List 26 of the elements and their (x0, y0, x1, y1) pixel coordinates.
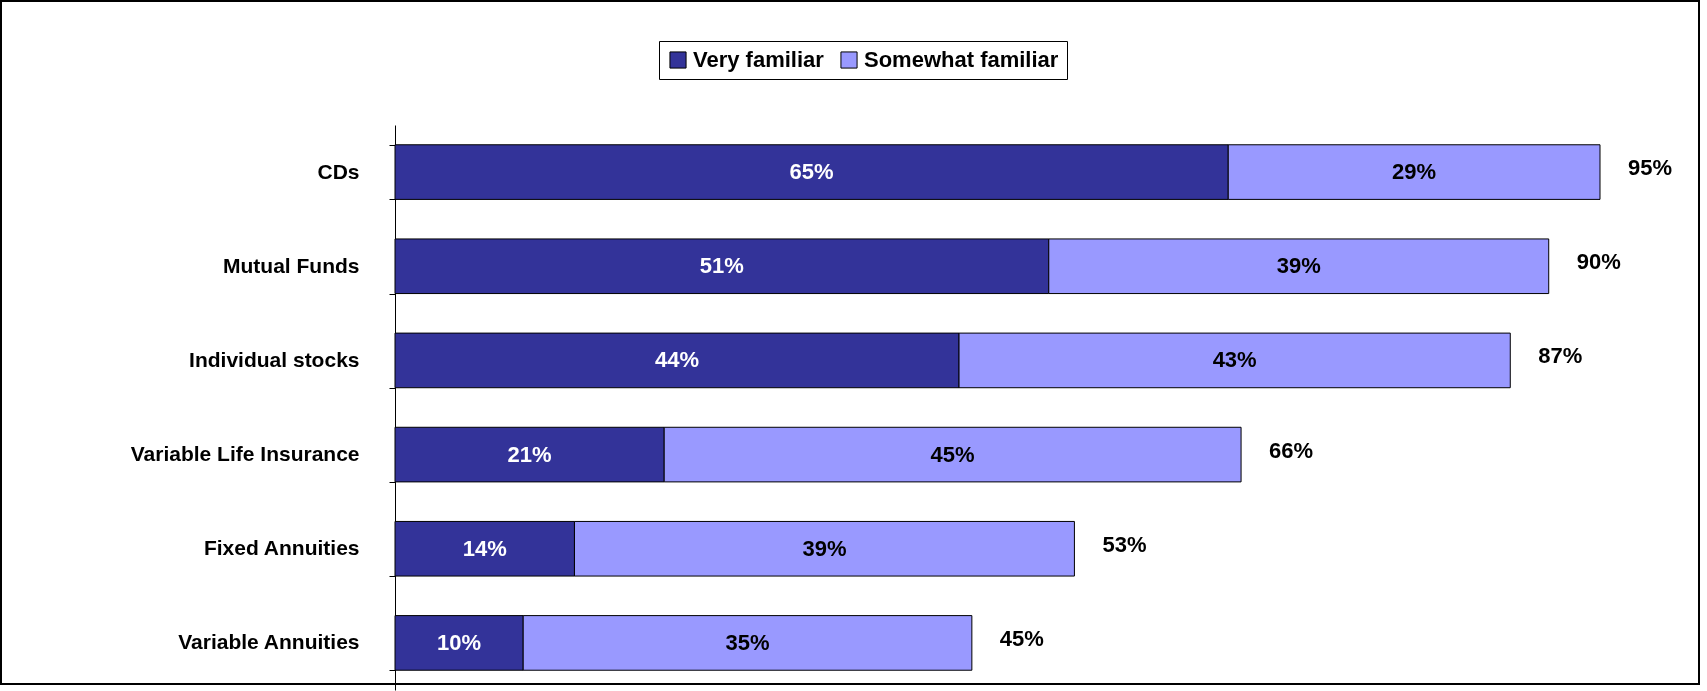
y-tick-label: Variable Life Insurance (130, 442, 360, 466)
legend-label: Very familiar (693, 47, 825, 72)
y-tick-label: Individual stocks (189, 347, 360, 371)
data-label: 10% (437, 629, 482, 655)
total-label: 66% (1269, 437, 1314, 463)
data-label: 29% (1392, 159, 1437, 185)
total-label: 53% (1102, 531, 1147, 557)
data-label: 21% (507, 441, 552, 467)
data-label: 39% (802, 535, 847, 561)
data-label: 65% (789, 159, 834, 185)
y-tick-label: CDs (317, 159, 360, 183)
y-tick-label: Mutual Funds (223, 253, 360, 277)
total-label: 87% (1538, 343, 1583, 369)
total-label: 95% (1628, 155, 1673, 181)
y-tick-label: Fixed Annuities (203, 536, 360, 560)
data-label: 43% (1212, 347, 1257, 373)
legend-label: Somewhat familiar (864, 47, 1059, 72)
data-label: 14% (462, 535, 507, 561)
total-label: 45% (999, 625, 1044, 651)
data-label: 45% (930, 441, 975, 467)
data-label: 51% (699, 253, 744, 279)
total-label: 90% (1576, 249, 1621, 275)
y-tick-label: Variable Annuities (178, 630, 360, 654)
data-label: 39% (1276, 253, 1321, 279)
data-label: 44% (655, 347, 700, 373)
data-label: 35% (725, 629, 770, 655)
